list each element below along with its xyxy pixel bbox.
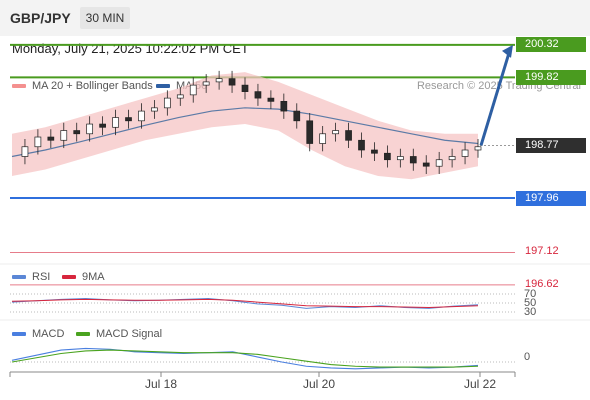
x-axis: [9, 371, 516, 377]
candle-body: [422, 162, 430, 167]
candle-body: [215, 78, 223, 83]
candle-body: [435, 159, 443, 167]
legend-label-ma-bands: MA 20 + Bollinger Bands: [32, 80, 153, 92]
candle-body: [267, 97, 275, 102]
legend-9ma: 9MA: [62, 271, 105, 283]
level-label-197.12: 197.12: [525, 245, 559, 258]
rsi-tick-30: 30: [524, 306, 537, 318]
candle-body: [47, 136, 55, 141]
candle-body: [202, 81, 210, 86]
level-label-199.82: 199.82: [516, 69, 586, 85]
candle-body: [474, 146, 482, 151]
legend-swatch-ma-bands: [12, 84, 26, 89]
legend-label-rsi: RSI: [32, 271, 51, 283]
legend-swatch-9ma: [62, 275, 76, 280]
candle-body: [409, 156, 417, 164]
candle-body: [228, 78, 236, 86]
rsi-tick-50: 50: [524, 297, 537, 309]
level-label-200.32: 200.32: [516, 37, 586, 53]
level-label-197.96: 197.96: [516, 190, 586, 206]
macd-signal-line: [11, 349, 479, 368]
legend-rsi: RSI: [12, 271, 50, 283]
candle-body: [241, 84, 249, 92]
candle-body: [60, 130, 68, 141]
candle-body: [151, 107, 158, 112]
candle-body: [254, 91, 262, 99]
legend-ma-bands: MA 20 + Bollinger Bands: [12, 80, 153, 92]
candle-body: [138, 110, 145, 122]
candle-body: [280, 101, 288, 112]
rsi-tick-70: 70: [524, 288, 537, 300]
candle-body: [112, 117, 119, 128]
candle-body: [21, 146, 29, 157]
candle-body: [73, 130, 81, 135]
level-label-198.77: 198.77: [516, 137, 586, 153]
x-tick-jul22: Jul 22: [463, 377, 497, 391]
legend-swatch-ma50: [156, 84, 170, 89]
symbol-title: GBP/JPY: [10, 10, 71, 26]
legend-macd: MACD: [12, 328, 64, 340]
forecast-arrow-head: [502, 44, 513, 58]
rsi-panel: [10, 293, 515, 313]
candle-body: [448, 156, 456, 161]
candle-body: [86, 123, 94, 135]
x-tick-jul18: Jul 18: [144, 377, 178, 391]
x-tick-jul20: Jul 20: [302, 377, 336, 391]
candle-body: [125, 117, 132, 122]
candle-body: [332, 130, 339, 135]
macd-tick-0: 0: [524, 351, 531, 363]
candle-body: [371, 149, 378, 154]
legend-swatch-macd: [12, 332, 26, 337]
candle-body: [345, 130, 352, 141]
interval-button[interactable]: 30 MIN: [80, 7, 130, 29]
candle-body: [461, 149, 469, 157]
candle-body: [176, 94, 184, 99]
candle-body: [99, 123, 106, 128]
candle-body: [163, 97, 171, 109]
level-label-196.62: 196.62: [525, 277, 559, 290]
legend-label-macd-signal: MACD Signal: [96, 328, 163, 340]
header-bar: GBP/JPY 30 MIN: [0, 0, 590, 36]
candle-body: [34, 136, 42, 148]
legend-label-macd: MACD: [32, 328, 65, 340]
legend-label-9ma: 9MA: [82, 271, 105, 283]
legend-swatch-macd-signal: [76, 332, 90, 337]
candle-body: [358, 139, 365, 151]
candle-body: [384, 152, 391, 161]
macd-panel: [10, 347, 515, 370]
legend-macd-signal: MACD Signal: [76, 328, 162, 340]
candle-body: [293, 110, 301, 122]
rsi-9ma-line: [11, 298, 479, 309]
candle-body: [319, 133, 327, 144]
forecast-arrow-line: [479, 52, 511, 146]
price-panel: [0, 43, 590, 321]
candle-body: [396, 156, 404, 161]
candle-body: [189, 84, 197, 96]
candle-body: [306, 120, 314, 144]
legend-swatch-rsi: [12, 275, 26, 280]
